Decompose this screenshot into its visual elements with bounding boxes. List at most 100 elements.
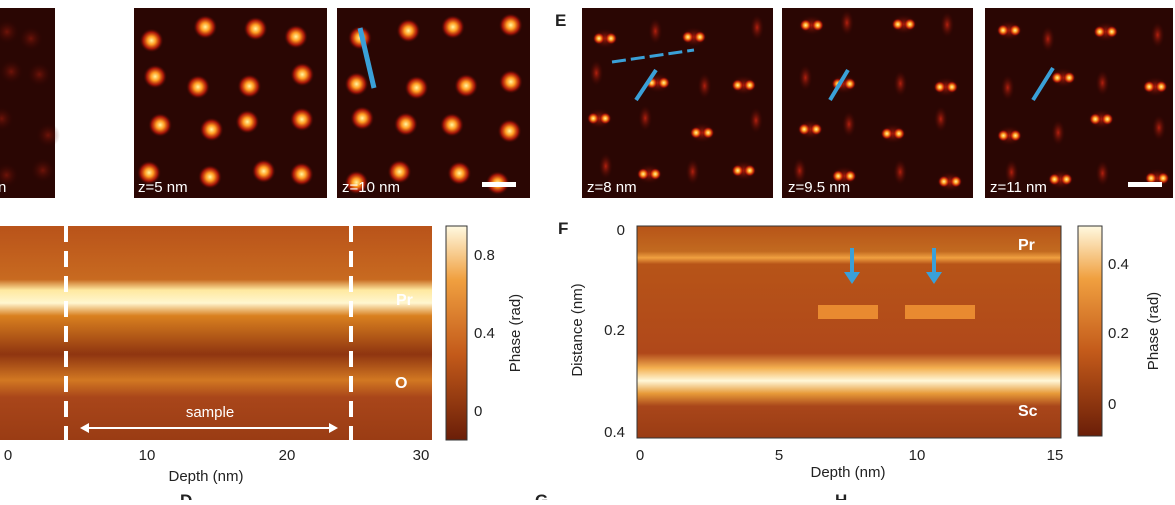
spot — [690, 126, 703, 139]
spot — [792, 157, 807, 184]
panel-label: D — [180, 491, 192, 500]
spot — [0, 19, 19, 44]
x-tick: 5 — [775, 447, 783, 464]
spot — [1095, 160, 1110, 187]
annotation: Sc — [1018, 403, 1038, 420]
spot — [199, 117, 224, 142]
spot — [454, 73, 479, 98]
panel-label: H — [835, 491, 847, 500]
x-label: Depth (nm) — [810, 464, 885, 481]
spot — [693, 31, 706, 44]
caption: z=9.5 nm — [788, 179, 850, 196]
image — [782, 8, 973, 198]
spot — [1150, 21, 1165, 48]
caption: z=10 nm — [342, 179, 400, 196]
spot — [637, 168, 650, 181]
spot — [289, 107, 314, 132]
spot — [832, 170, 845, 183]
heatmap — [636, 225, 1062, 439]
spot — [0, 106, 14, 131]
spot — [799, 19, 812, 32]
spot — [638, 105, 653, 132]
spot — [1000, 74, 1015, 101]
panel-label: G — [535, 491, 548, 500]
x-label: Depth (nm) — [168, 468, 243, 485]
caption: n — [0, 179, 6, 196]
spot — [839, 9, 854, 36]
colorbar-tick: 0 — [1108, 396, 1116, 413]
spot — [447, 161, 472, 186]
arrow — [634, 68, 658, 102]
arrowheads — [844, 272, 942, 284]
caption: z=11 nm — [990, 179, 1047, 196]
spot — [841, 111, 856, 138]
x-tick: 0 — [4, 447, 12, 464]
spot — [30, 158, 55, 183]
spot — [648, 18, 663, 45]
spot — [404, 75, 429, 100]
spot — [945, 80, 958, 93]
spot — [893, 70, 908, 97]
spot — [139, 28, 164, 53]
arrow — [1031, 66, 1055, 102]
spot — [1060, 173, 1073, 186]
arrow — [828, 68, 850, 102]
scale-bar — [1128, 182, 1162, 187]
spot — [0, 59, 24, 84]
spot — [439, 112, 464, 137]
caption: z=8 nm — [587, 179, 637, 196]
spot — [731, 79, 744, 92]
spot — [290, 62, 315, 87]
spot — [344, 170, 369, 195]
spot — [810, 123, 823, 136]
spot — [891, 18, 904, 31]
heatmap — [0, 226, 432, 440]
colorbar-label: Phase (rad) — [1145, 292, 1162, 370]
spot — [1009, 129, 1022, 142]
spot — [605, 32, 618, 45]
spot — [1157, 172, 1170, 185]
spot — [589, 60, 604, 87]
spot — [649, 168, 662, 181]
spot — [743, 79, 756, 92]
spot — [940, 11, 955, 38]
spot — [1145, 172, 1158, 185]
spot — [1151, 114, 1166, 141]
marker — [611, 48, 695, 64]
x-tick: 30 — [413, 447, 430, 464]
spot — [344, 72, 369, 97]
spot — [997, 129, 1010, 142]
spot — [903, 18, 916, 31]
spot — [1063, 71, 1076, 84]
spot — [193, 14, 218, 39]
spot — [593, 32, 606, 45]
x-tick: 20 — [279, 447, 296, 464]
spot — [893, 159, 908, 186]
spot — [387, 159, 412, 184]
spot — [197, 164, 222, 189]
spot — [497, 119, 522, 144]
x-tick: 10 — [139, 447, 156, 464]
colorbar-tick: 0.2 — [1108, 325, 1129, 342]
colorbar-tick: 0.4 — [474, 325, 495, 342]
colorbar-tick: 0.4 — [1108, 256, 1129, 273]
colorbar — [1077, 225, 1103, 437]
spot — [251, 159, 276, 184]
spot — [185, 74, 210, 99]
spot — [843, 77, 856, 90]
spot — [243, 16, 268, 41]
x-tick: 0 — [636, 447, 644, 464]
spot — [289, 162, 314, 187]
spot — [937, 175, 950, 188]
spot — [36, 123, 61, 148]
spot — [933, 105, 948, 132]
panel-label: F — [558, 219, 568, 238]
spot — [27, 62, 52, 87]
spot — [396, 18, 421, 43]
annotation: O — [395, 375, 407, 392]
annotation: Pr — [1018, 237, 1035, 254]
spot — [1089, 113, 1102, 126]
spot — [1051, 71, 1064, 84]
spot — [681, 31, 694, 44]
